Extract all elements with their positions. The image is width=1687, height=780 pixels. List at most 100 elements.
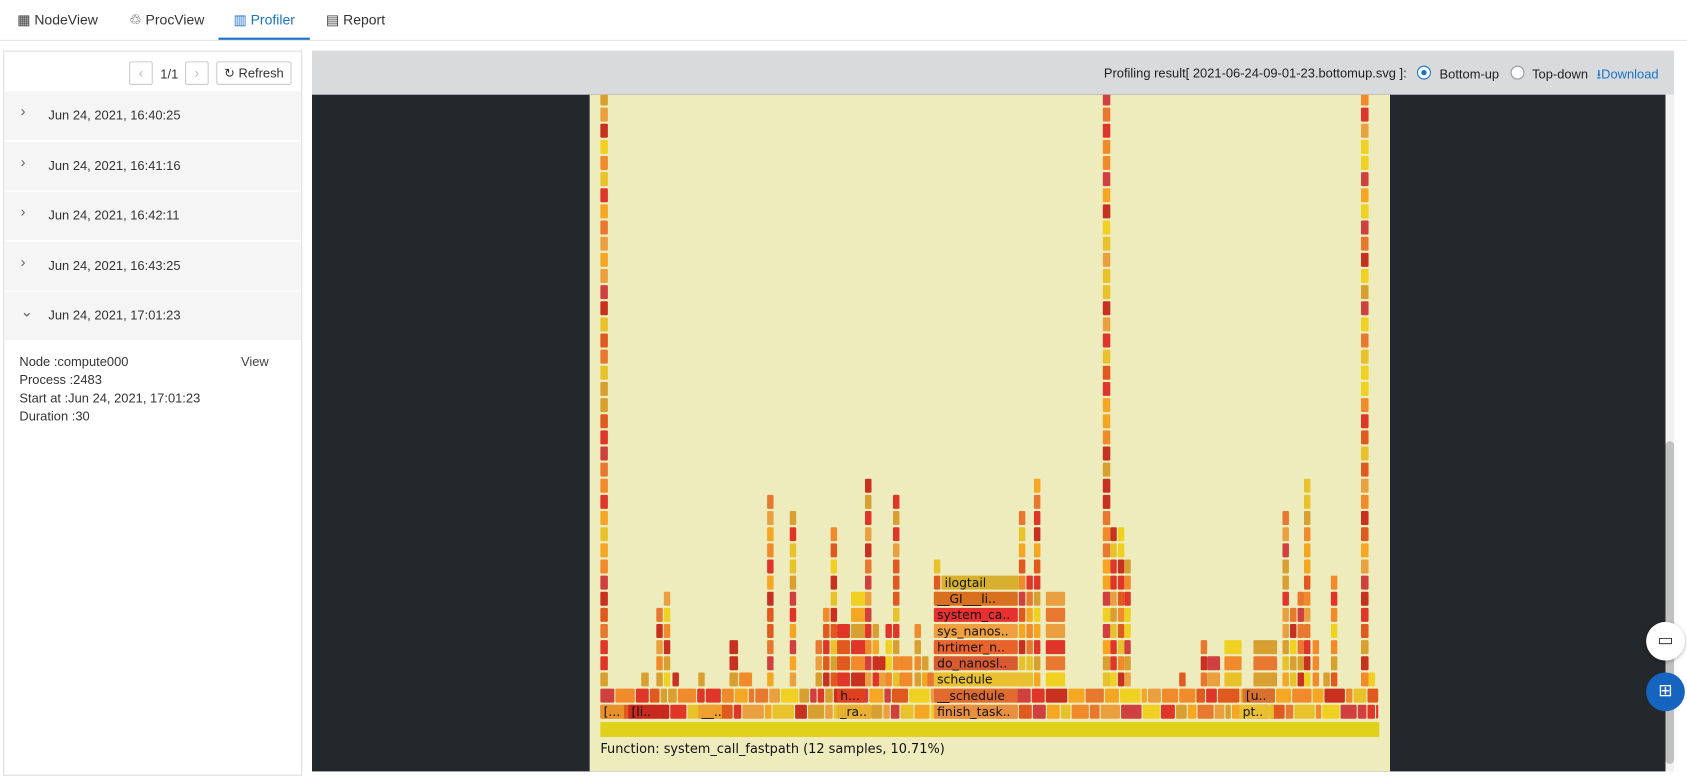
frame[interactable] (1323, 672, 1330, 687)
frame[interactable] (742, 704, 764, 719)
frame[interactable] (830, 527, 838, 542)
frame[interactable] (739, 672, 753, 687)
frame[interactable] (663, 624, 671, 639)
frame[interactable] (1282, 559, 1289, 574)
frame[interactable] (1060, 704, 1071, 719)
frame[interactable] (879, 656, 886, 671)
frame[interactable] (1206, 688, 1217, 703)
frame[interactable] (1312, 640, 1320, 655)
frame[interactable] (767, 494, 774, 509)
frame[interactable] (865, 478, 872, 493)
frame[interactable] (1102, 607, 1111, 622)
frame[interactable] (892, 607, 900, 622)
frame[interactable] (885, 624, 892, 639)
frame[interactable] (933, 704, 1018, 719)
frame[interactable] (1124, 656, 1131, 671)
frame[interactable] (1253, 656, 1278, 671)
frame[interactable] (914, 656, 921, 671)
frame[interactable] (1368, 672, 1376, 687)
frame[interactable] (879, 672, 886, 687)
frame[interactable] (600, 301, 608, 316)
frame[interactable] (1018, 591, 1026, 606)
frame[interactable] (767, 543, 774, 558)
frame[interactable] (755, 688, 769, 703)
frame[interactable] (656, 672, 663, 687)
frame[interactable] (892, 559, 900, 574)
frame[interactable] (1046, 704, 1060, 719)
frame[interactable] (1033, 527, 1041, 542)
frame[interactable] (1124, 559, 1131, 574)
frame[interactable] (1361, 511, 1369, 526)
frame[interactable] (1361, 430, 1369, 445)
frame[interactable] (933, 559, 941, 574)
frame[interactable] (789, 511, 797, 526)
frame[interactable] (1207, 672, 1221, 687)
frame[interactable] (892, 640, 900, 655)
frame[interactable] (890, 704, 900, 719)
frame[interactable] (1361, 559, 1369, 574)
frame[interactable] (600, 172, 608, 187)
frame[interactable] (1124, 640, 1131, 655)
frame[interactable] (1297, 672, 1304, 687)
frame[interactable] (837, 640, 850, 655)
frame[interactable] (1033, 494, 1041, 509)
frame[interactable] (1102, 123, 1111, 138)
frame[interactable] (1303, 640, 1311, 655)
frame[interactable] (600, 317, 608, 332)
frame[interactable] (1361, 624, 1369, 639)
frame[interactable] (1303, 672, 1311, 687)
frame[interactable] (1312, 656, 1320, 671)
frame[interactable] (1330, 591, 1338, 606)
frame[interactable] (1225, 704, 1231, 719)
frame[interactable] (1110, 527, 1117, 542)
frame[interactable] (1361, 285, 1369, 300)
frame[interactable] (1110, 640, 1117, 655)
frame[interactable] (837, 656, 850, 671)
frame[interactable] (600, 94, 608, 106)
frame[interactable] (933, 607, 1018, 622)
frame[interactable] (1032, 704, 1046, 719)
frame[interactable] (1085, 688, 1104, 703)
frame[interactable] (687, 704, 701, 719)
frame[interactable] (1018, 559, 1026, 574)
frame[interactable] (865, 511, 872, 526)
session-time[interactable]: Jun 24, 2021, 16:42:11 (48, 207, 180, 223)
frame[interactable] (789, 607, 797, 622)
frame[interactable] (1033, 591, 1041, 606)
frame-label[interactable]: do_nanosl.. (937, 657, 1007, 671)
frame[interactable] (872, 640, 880, 655)
frame-label[interactable]: system_ca.. (937, 608, 1010, 622)
frame[interactable] (1117, 656, 1125, 671)
frame[interactable] (600, 156, 608, 170)
frame[interactable] (1117, 672, 1125, 687)
frame[interactable] (615, 688, 635, 703)
frame[interactable] (1282, 656, 1289, 671)
frame[interactable] (933, 672, 1033, 687)
frame[interactable] (600, 607, 608, 622)
frame[interactable] (1200, 656, 1208, 671)
frame[interactable] (1033, 672, 1041, 687)
frame[interactable] (892, 543, 900, 558)
frame[interactable] (1367, 704, 1376, 719)
frame[interactable] (837, 672, 850, 687)
frame[interactable] (1026, 591, 1033, 606)
frame[interactable] (1110, 559, 1117, 574)
frame[interactable] (1361, 575, 1369, 590)
frame[interactable] (1110, 543, 1117, 558)
frame[interactable] (1033, 656, 1041, 671)
frame[interactable] (830, 559, 838, 574)
frame[interactable] (892, 494, 900, 509)
frame[interactable] (1276, 688, 1292, 703)
frame[interactable] (1117, 543, 1125, 558)
frame[interactable] (600, 446, 608, 461)
frame[interactable] (641, 672, 649, 687)
download-link[interactable]: ⭳Download (1596, 66, 1659, 82)
frame[interactable] (914, 672, 921, 687)
frame[interactable] (1330, 624, 1338, 639)
frame[interactable] (815, 672, 822, 687)
frame[interactable] (810, 688, 817, 703)
frame[interactable] (1282, 527, 1289, 542)
frame[interactable] (1102, 640, 1111, 655)
frame[interactable] (1117, 640, 1125, 655)
frame[interactable] (1290, 656, 1297, 671)
